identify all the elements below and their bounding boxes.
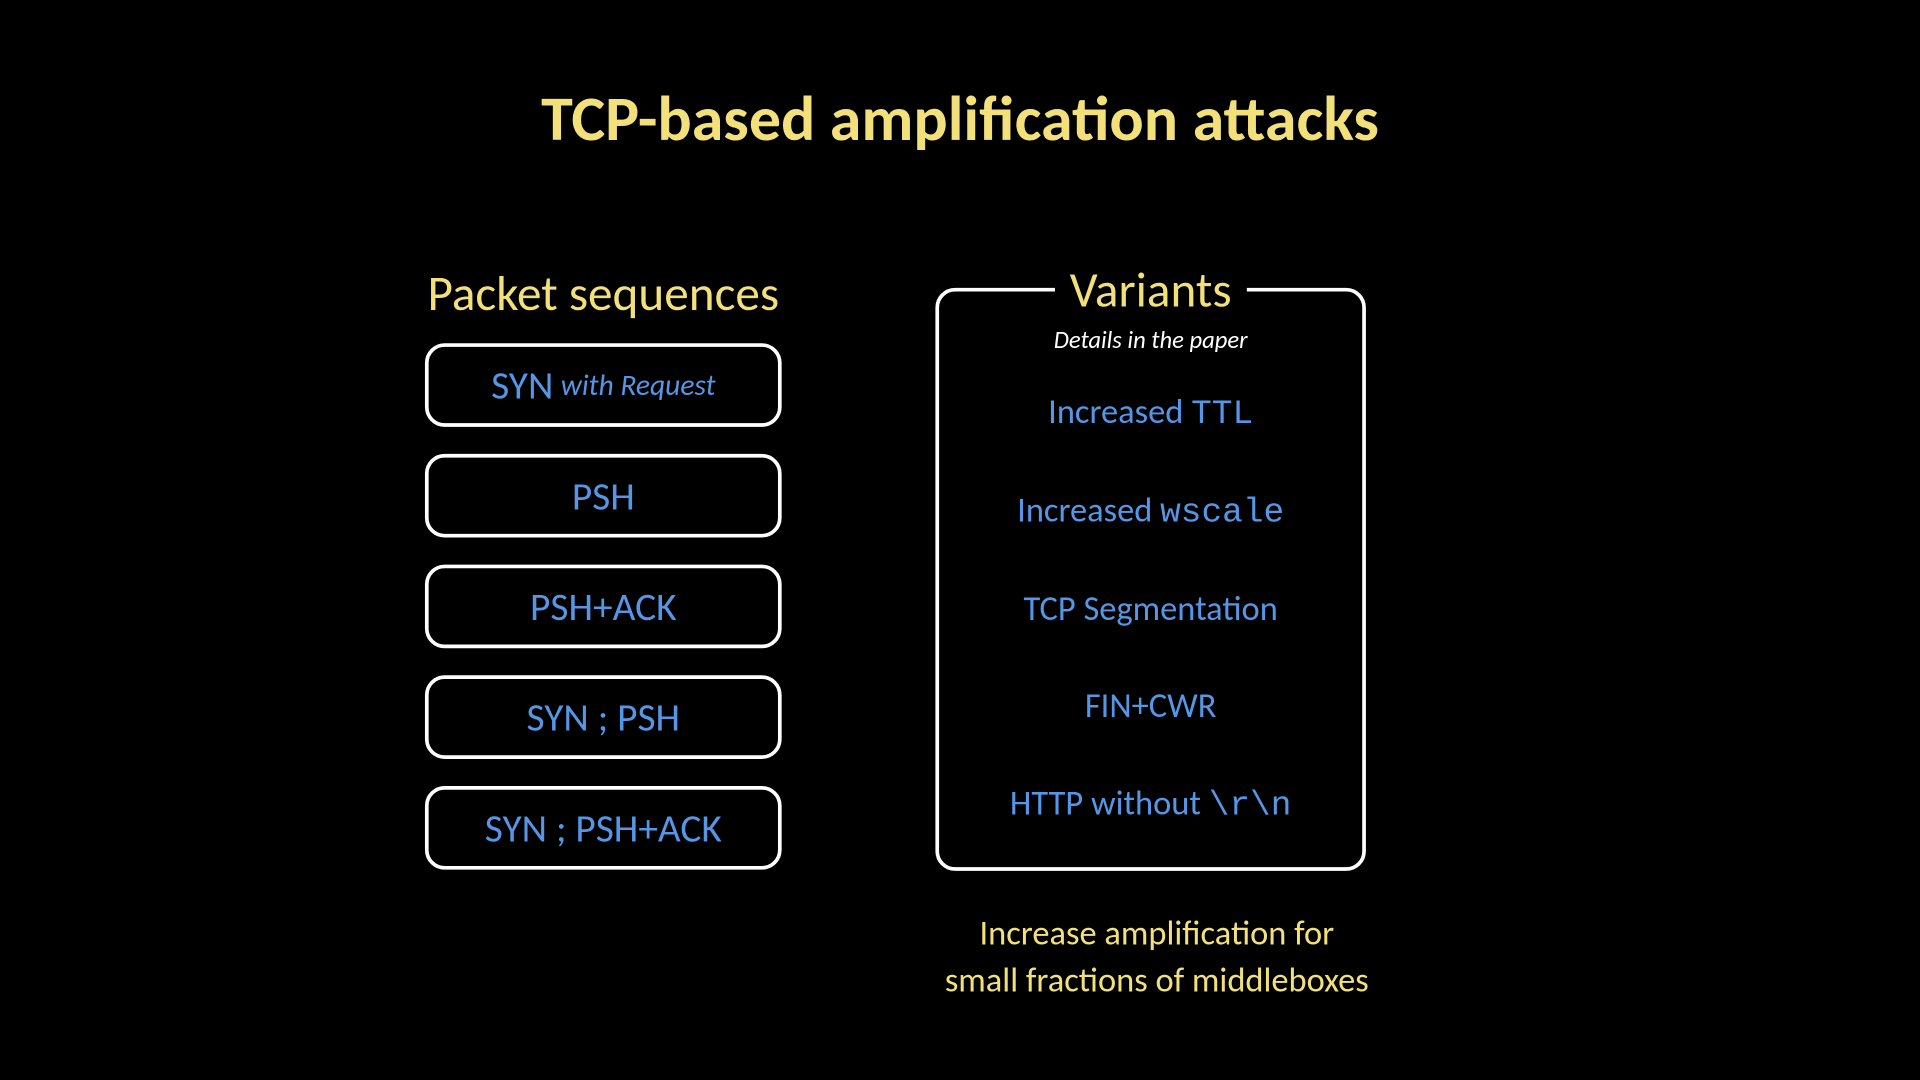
seq-box-syn-with-request: SYN with Request	[425, 343, 782, 427]
slide-title: TCP-based amplification attacks	[1, 79, 1920, 158]
variant-item-segmentation: TCP Segmentation	[1023, 587, 1277, 630]
variants-heading: Variants	[1055, 260, 1246, 320]
variant-item-wscale: Increased wscale	[1017, 488, 1284, 532]
variant-prefix: Increased	[1017, 488, 1160, 531]
variant-item-http-crlf: HTTP without \r\n	[1010, 781, 1291, 825]
seq-sub: with Request	[561, 367, 716, 403]
footer-note: Increase amplification for small fractio…	[935, 910, 1378, 1003]
variants-column: Variants Details in the paper Increased …	[935, 263, 1378, 871]
seq-box-psh-ack: PSH+ACK	[425, 565, 782, 649]
packet-sequences-column: Packet sequences SYN with Request PSH PS…	[419, 263, 788, 869]
seq-box-syn-psh-ack: SYN ; PSH+ACK	[425, 786, 782, 870]
packet-sequences-list: SYN with Request PSH PSH+ACK SYN ; PSH S…	[419, 343, 788, 869]
variant-item-fin-cwr: FIN+CWR	[1085, 684, 1217, 727]
variant-item-ttl: Increased TTL	[1048, 390, 1253, 434]
footer-line-1: Increase amplification for	[935, 910, 1378, 956]
variant-prefix: Increased	[1048, 390, 1191, 433]
seq-main: PSH	[572, 472, 635, 520]
variant-prefix: HTTP without	[1010, 781, 1209, 824]
seq-main: PSH+ACK	[530, 582, 676, 630]
variant-mono: TTL	[1191, 396, 1253, 434]
variants-subtitle: Details in the paper	[954, 326, 1348, 356]
variants-list: Increased TTL Increased wscale TCP Segme…	[954, 390, 1348, 825]
seq-box-syn-psh: SYN ; PSH	[425, 675, 782, 759]
footer-line-2: small fractions of middleboxes	[935, 957, 1378, 1003]
packet-sequences-heading: Packet sequences	[419, 263, 788, 323]
variant-mono: wscale	[1160, 494, 1284, 532]
seq-main: SYN	[491, 361, 553, 409]
seq-main: SYN ; PSH	[527, 693, 681, 741]
variants-box: Variants Details in the paper Increased …	[935, 288, 1366, 871]
seq-main: SYN ; PSH+ACK	[485, 804, 722, 852]
variant-text: TCP Segmentation	[1023, 587, 1277, 630]
seq-box-psh: PSH	[425, 454, 782, 538]
slide: TCP-based amplification attacks Packet s…	[1, 54, 1920, 1026]
variant-text: FIN+CWR	[1085, 684, 1217, 727]
variant-mono: \r\n	[1209, 787, 1292, 825]
